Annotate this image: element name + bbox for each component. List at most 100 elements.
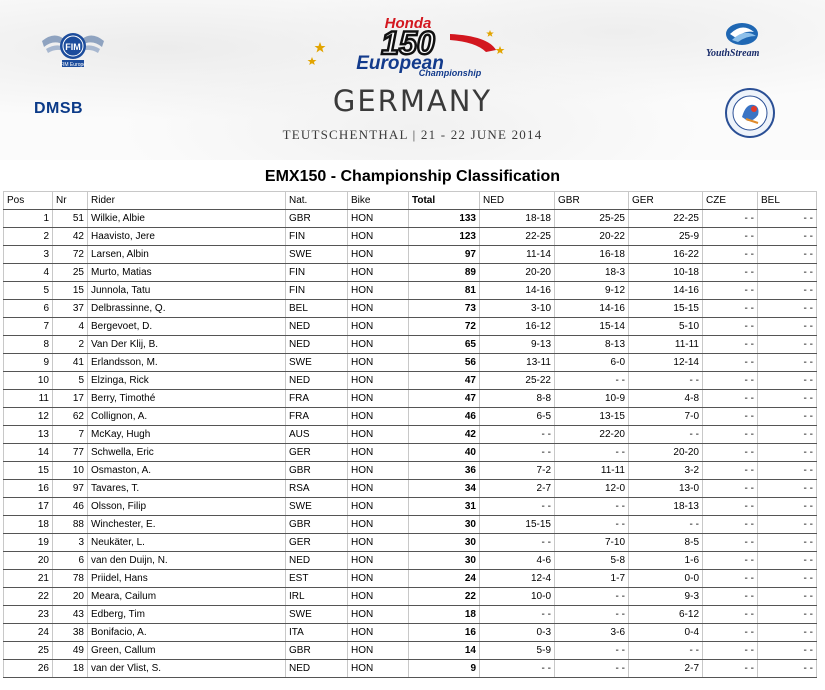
cell-nat: NED bbox=[285, 659, 348, 678]
cell-nr: 18 bbox=[52, 659, 88, 678]
cell-nat: GBR bbox=[285, 209, 348, 228]
table-row: 16 97 Tavares, T. RSA HON 34 2-7 12-0 13-0- -- - bbox=[3, 479, 817, 498]
cell-ned: 6-5 bbox=[479, 407, 555, 426]
cell-bel: - - bbox=[757, 371, 817, 390]
cell-nat: IRL bbox=[285, 587, 348, 606]
cell-rider: Green, Callum bbox=[87, 641, 286, 660]
cell-ned: - - bbox=[479, 425, 555, 444]
cell-gbr: 14-16 bbox=[554, 299, 629, 318]
col-header-cze: CZE bbox=[702, 191, 758, 210]
cell-gbr: 16-18 bbox=[554, 245, 629, 264]
championship-logo: Honda 150 European Championship bbox=[307, 15, 505, 78]
cell-ned: 16-12 bbox=[479, 317, 555, 336]
cell-pos: 11 bbox=[3, 389, 53, 408]
cell-total: 133 bbox=[408, 209, 480, 228]
cell-bel: - - bbox=[757, 515, 817, 534]
cell-nr: 46 bbox=[52, 497, 88, 516]
cell-nat: NED bbox=[285, 551, 348, 570]
cell-ger: 6-12 bbox=[628, 605, 703, 624]
cell-ger: 5-10 bbox=[628, 317, 703, 336]
cell-total: 72 bbox=[408, 317, 480, 336]
table-row: 22 20 Meara, Cailum IRL HON 22 10-0- -9-3- -- … bbox=[3, 587, 817, 606]
cell-nat: RSA bbox=[285, 479, 348, 498]
cell-gbr: 15-14 bbox=[554, 317, 629, 336]
cell-ned: - - bbox=[479, 533, 555, 552]
cell-ned: 22-25 bbox=[479, 227, 555, 246]
cell-ger: 2-7 bbox=[628, 659, 703, 678]
cell-nat: GBR bbox=[285, 641, 348, 660]
cell-ned: - - bbox=[479, 659, 555, 678]
cell-cze: - - bbox=[702, 209, 758, 228]
cell-cze: - - bbox=[702, 281, 758, 300]
table-row: 15 10 Osmaston, A. GBR HON 36 7-2 11-11 3-2- -- … bbox=[3, 461, 817, 480]
cell-pos: 13 bbox=[3, 425, 53, 444]
cell-total: 22 bbox=[408, 587, 480, 606]
table-row: 24 38 Bonifacio, A. ITA HON 16 0-3 3-6 0-4- -- - bbox=[3, 623, 817, 642]
cell-nat: GBR bbox=[285, 461, 348, 480]
cell-pos: 8 bbox=[3, 335, 53, 354]
cell-bel: - - bbox=[757, 443, 817, 462]
table-row: 21 78 Priidel, Hans EST HON 24 12-4 1-7 0-0- -- … bbox=[3, 569, 817, 588]
cell-nat: NED bbox=[285, 317, 348, 336]
cell-gbr: 13-15 bbox=[554, 407, 629, 426]
cell-rider: Bonifacio, A. bbox=[87, 623, 286, 642]
cell-bel: - - bbox=[757, 533, 817, 552]
cell-ned: 14-16 bbox=[479, 281, 555, 300]
cell-total: 89 bbox=[408, 263, 480, 282]
cell-ger: 13-0 bbox=[628, 479, 703, 498]
cell-gbr: 5-8 bbox=[554, 551, 629, 570]
cell-bike: HON bbox=[347, 281, 409, 300]
cell-nr: 41 bbox=[52, 353, 88, 372]
series-number: 150 bbox=[381, 25, 435, 61]
table-row: 4 25 Murto, Matias FIN HON 89 20-20 18-3 10-18- … bbox=[3, 263, 817, 282]
cell-bel: - - bbox=[757, 587, 817, 606]
cell-pos: 1 bbox=[3, 209, 53, 228]
cell-ger: 22-25 bbox=[628, 209, 703, 228]
cell-bel: - - bbox=[757, 479, 817, 498]
cell-rider: Larsen, Albin bbox=[87, 245, 286, 264]
cell-bike: HON bbox=[347, 605, 409, 624]
cell-cze: - - bbox=[702, 227, 758, 246]
cell-ned: 3-10 bbox=[479, 299, 555, 318]
cell-ned: 25-22 bbox=[479, 371, 555, 390]
cell-nat: GBR bbox=[285, 515, 348, 534]
cell-bike: HON bbox=[347, 587, 409, 606]
cell-cze: - - bbox=[702, 533, 758, 552]
cell-bike: HON bbox=[347, 515, 409, 534]
cell-bel: - - bbox=[757, 389, 817, 408]
cell-bike: HON bbox=[347, 569, 409, 588]
cell-nat: SWE bbox=[285, 605, 348, 624]
cell-cze: - - bbox=[702, 317, 758, 336]
cell-cze: - - bbox=[702, 659, 758, 678]
cell-total: 123 bbox=[408, 227, 480, 246]
cell-cze: - - bbox=[702, 443, 758, 462]
cell-pos: 9 bbox=[3, 353, 53, 372]
cell-ned: - - bbox=[479, 443, 555, 462]
cell-bel: - - bbox=[757, 641, 817, 660]
cell-nat: GER bbox=[285, 533, 348, 552]
cell-pos: 2 bbox=[3, 227, 53, 246]
col-header-bike: Bike bbox=[347, 191, 409, 210]
table-row: 9 41 Erlandsson, M. SWE HON 56 13-11 6-0 12-14- … bbox=[3, 353, 817, 372]
cell-bel: - - bbox=[757, 569, 817, 588]
cell-ger: 4-8 bbox=[628, 389, 703, 408]
cell-rider: Edberg, Tim bbox=[87, 605, 286, 624]
cell-ger: 25-9 bbox=[628, 227, 703, 246]
cell-rider: Neukäter, L. bbox=[87, 533, 286, 552]
cell-ned: 15-15 bbox=[479, 515, 555, 534]
cell-pos: 25 bbox=[3, 641, 53, 660]
cell-ger: - - bbox=[628, 641, 703, 660]
cell-cze: - - bbox=[702, 605, 758, 624]
cell-gbr: 3-6 bbox=[554, 623, 629, 642]
cell-ger: 9-3 bbox=[628, 587, 703, 606]
cell-gbr: 1-7 bbox=[554, 569, 629, 588]
cell-rider: Haavisto, Jere bbox=[87, 227, 286, 246]
cell-gbr: 11-11 bbox=[554, 461, 629, 480]
cell-pos: 20 bbox=[3, 551, 53, 570]
cell-bel: - - bbox=[757, 227, 817, 246]
cell-ned: 12-4 bbox=[479, 569, 555, 588]
cell-bike: HON bbox=[347, 353, 409, 372]
cell-nat: ITA bbox=[285, 623, 348, 642]
cell-rider: McKay, Hugh bbox=[87, 425, 286, 444]
cell-ned: 7-2 bbox=[479, 461, 555, 480]
